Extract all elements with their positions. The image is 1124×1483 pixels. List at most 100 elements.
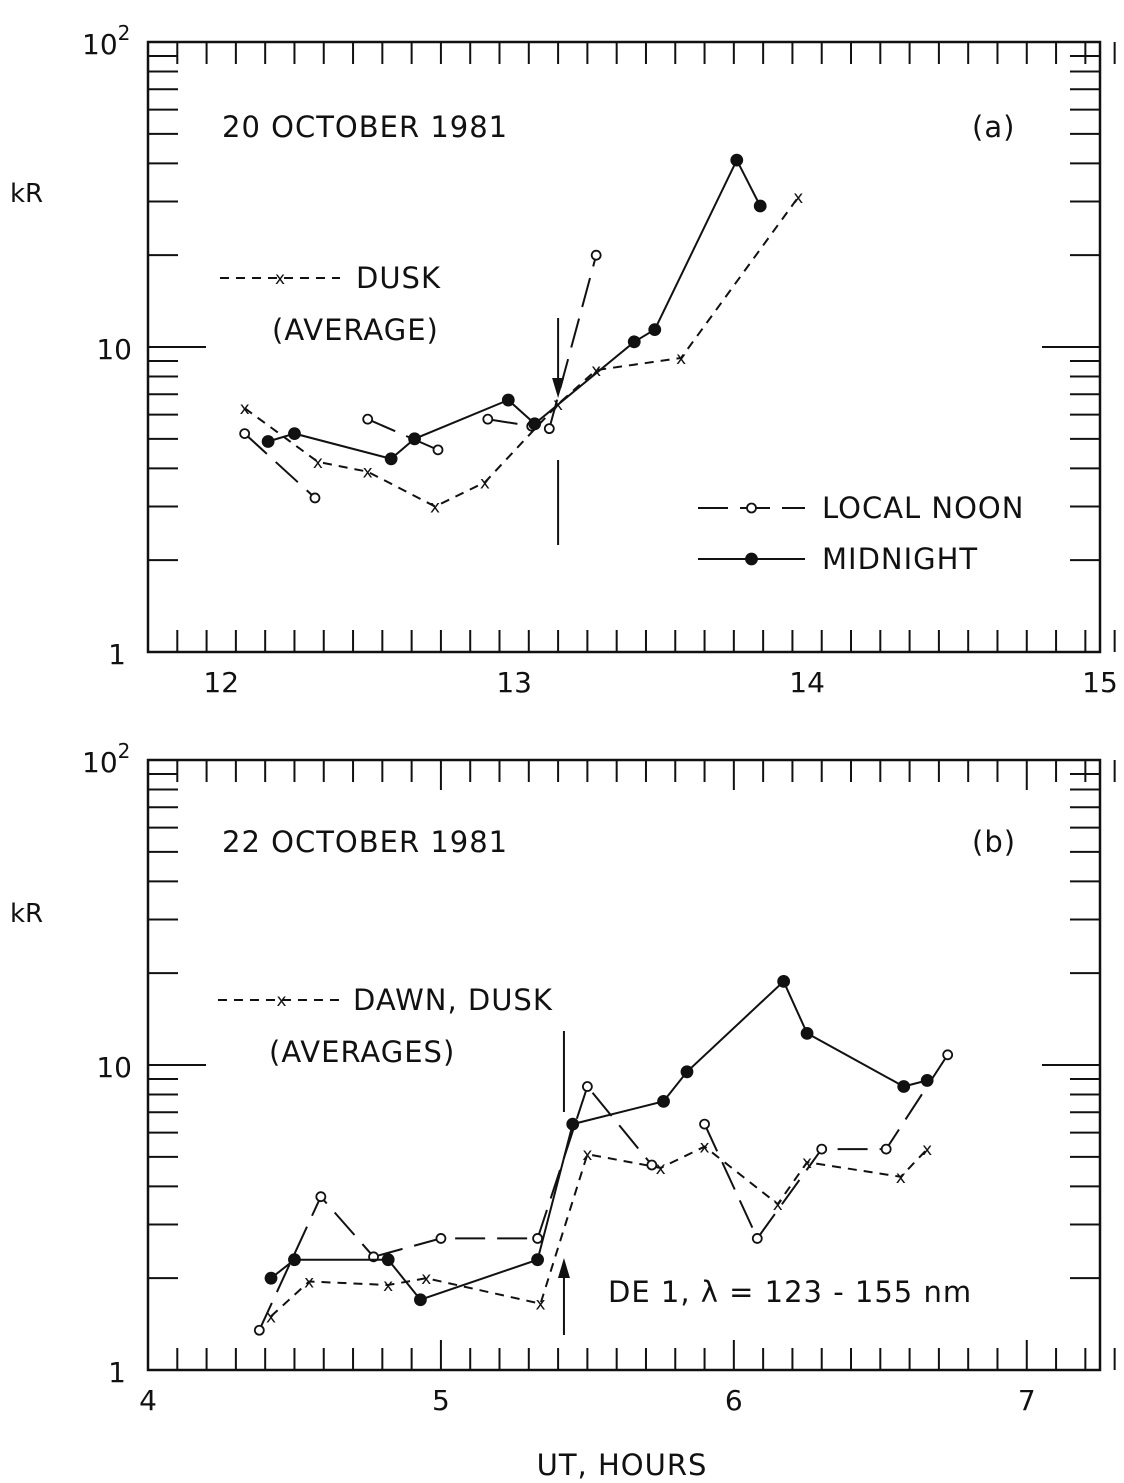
series-midnight-point (730, 153, 744, 167)
series-noon-line (487, 418, 532, 428)
series-dawn_dusk-point: x (304, 1273, 314, 1293)
series-noon-point (816, 1143, 828, 1155)
series-noon-point (543, 423, 555, 435)
series-noon-point (942, 1049, 954, 1061)
panel-a: x x x x x x x x x 12 13 14 15 1 10 102 kR 20 OCTOBER 1… (10, 21, 1118, 699)
panel-b-ticks (147, 760, 1116, 1370)
series-midnight-point (381, 1253, 395, 1267)
x-tick-label: 14 (789, 666, 825, 699)
y-tick-label: 102 (82, 739, 130, 779)
x-tick-label: 6 (725, 1384, 743, 1417)
series-dawn_dusk-point: x (266, 1307, 276, 1327)
series-noon-point (532, 1233, 543, 1244)
series-midnight-point (920, 1074, 934, 1087)
series-dawn_dusk-point: x (535, 1295, 545, 1315)
series-midnight-point (288, 1253, 301, 1267)
legend-noon-label: LOCAL NOON (822, 491, 1024, 525)
panel-b-panel-label: (b) (972, 825, 1016, 859)
event-arrow-head (552, 378, 565, 398)
panel-b-title: 22 OCTOBER 1981 (222, 825, 508, 859)
series-midnight-point (680, 1065, 694, 1079)
panel-a-tick-labels: 12 13 14 15 1 10 102 (82, 21, 1118, 699)
series-dusk-point: x (430, 497, 440, 517)
series-noon-line (703, 1123, 759, 1239)
series-dawn_dusk-point: x (421, 1269, 431, 1289)
series-noon-point (699, 1118, 710, 1130)
series-midnight-point (657, 1094, 670, 1108)
series-dawn_dusk-point: x (656, 1159, 666, 1179)
y-tick-label: 102 (82, 21, 130, 61)
series-noon-line (536, 1084, 653, 1239)
series-noon-line (244, 432, 316, 499)
x-tick-label: 15 (1082, 666, 1118, 699)
legend-dusk-label-2: (AVERAGE) (272, 313, 439, 347)
x-tick-label: 5 (432, 1384, 450, 1417)
series-midnight-line (267, 157, 762, 460)
series-noon-point (432, 444, 444, 456)
series-dusk-point: x (240, 399, 250, 419)
series-noon-point (590, 249, 602, 261)
x-axis-title: UT, HOURS (537, 1448, 708, 1482)
series-midnight-point (264, 1271, 278, 1285)
series-noon-point (315, 1191, 327, 1203)
series-noon-point (751, 1233, 763, 1244)
series-dawn_dusk-point: x (802, 1153, 812, 1173)
series-midnight-point (897, 1080, 911, 1093)
series-noon-point (482, 413, 494, 425)
series-noon-point (309, 492, 321, 504)
series-midnight-point (627, 335, 641, 349)
series-midnight-point (566, 1117, 580, 1131)
series-noon-point (880, 1143, 892, 1155)
series-dusk-point: x (480, 473, 490, 493)
x-tick-label: 12 (203, 666, 239, 699)
series-noon-point (239, 428, 251, 440)
y-tick-label: 10 (96, 1051, 132, 1084)
panel-a-ticks (147, 42, 1116, 652)
series-midnight-point (528, 417, 542, 431)
legend-noon-marker (746, 502, 757, 514)
series-noon-line (367, 418, 439, 451)
series-dawn_dusk-point: x (773, 1195, 783, 1215)
series-midnight-point (777, 974, 791, 988)
series-noon-point (646, 1159, 658, 1171)
series-dawn_dusk-point: x (896, 1168, 906, 1188)
series-noon-line (373, 1237, 538, 1258)
series-midnight-point (531, 1253, 544, 1267)
series-midnight-point (408, 432, 421, 446)
panel-b-ylabel: kR (10, 899, 43, 929)
legend-dawn_dusk-label: DAWN, DUSK (353, 983, 553, 1017)
series-noon-line (756, 1054, 949, 1239)
series-noon-point (435, 1233, 447, 1244)
legend-dusk-marker: x (275, 269, 285, 289)
panel-b-event-marker (557, 1031, 570, 1335)
series-midnight-line (270, 979, 928, 1301)
series-dawn_dusk-point: x (700, 1138, 710, 1158)
series-dawn_dusk-point: x (582, 1145, 592, 1165)
panel-b-legend: x DAWN, DUSK (AVERAGES) (218, 983, 553, 1069)
series-dawn_dusk-point: x (922, 1140, 932, 1160)
series-midnight-point (800, 1026, 814, 1040)
legend-midnight-marker (745, 552, 758, 566)
series-dawn_dusk-line (270, 1145, 928, 1318)
series-dusk-point: x (313, 453, 323, 473)
series-dusk-point: x (793, 188, 803, 208)
x-tick-label: 4 (139, 1384, 157, 1417)
series-midnight-point (288, 427, 301, 441)
panel-b-annotation: DE 1, λ = 123 - 155 nm (608, 1275, 972, 1309)
legend-dawn_dusk-marker: x (276, 991, 286, 1011)
panel-a-event-marker (552, 318, 565, 545)
y-tick-label: 1 (108, 638, 126, 671)
panel-a-ylabel: kR (10, 179, 43, 209)
legend-dusk-label: DUSK (356, 261, 441, 295)
series-midnight-point (753, 199, 767, 213)
legend-midnight-label: MIDNIGHT (822, 542, 978, 576)
series-midnight-point (414, 1293, 427, 1307)
panel-a-title: 20 OCTOBER 1981 (222, 110, 508, 144)
y-tick-label: 1 (108, 1356, 126, 1389)
y-tick-label: 10 (96, 333, 132, 366)
series-dusk-point: x (676, 349, 686, 369)
series-noon-point (581, 1081, 593, 1092)
series-midnight-point (501, 393, 515, 407)
series-dusk-point: x (363, 463, 373, 483)
